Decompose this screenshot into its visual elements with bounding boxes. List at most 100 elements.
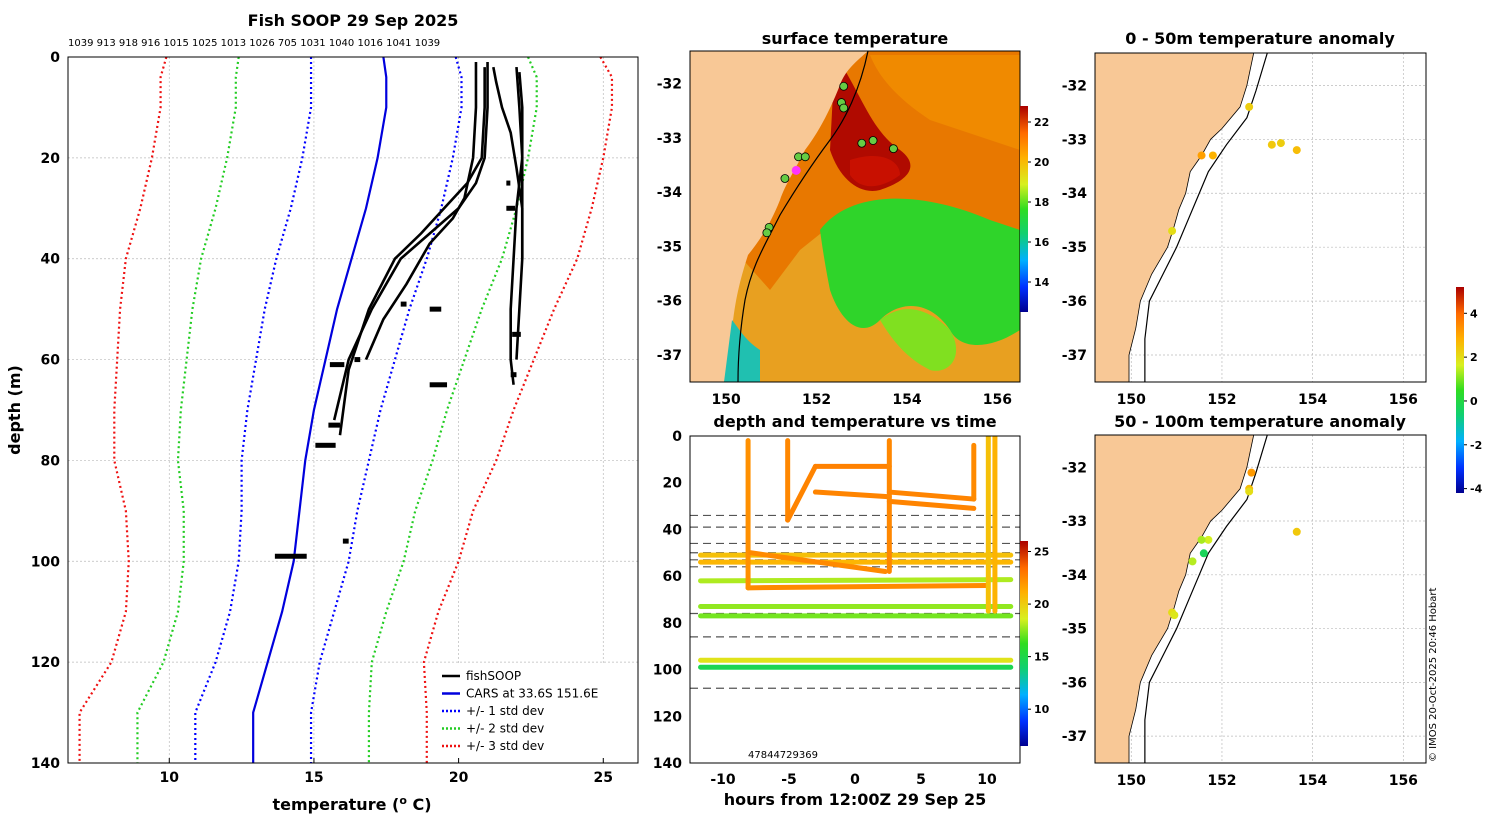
timeseries-xlabel: hours from 12:00Z 29 Sep 25	[724, 790, 986, 809]
anomaly-0-50-panel: 0 - 50m temperature anomaly 150 152 154 156…	[1062, 29, 1427, 408]
y-tick-label: -35	[657, 239, 682, 255]
profile-ticks: 10 15 20 25 0 20 40 60 80 100 120 140	[31, 50, 613, 786]
station-marker	[868, 136, 878, 145]
anomaly-colorbar-ticks: -4 -2 0 2 4	[1464, 307, 1483, 496]
anomaly-point	[1168, 226, 1177, 235]
y-tick-label: -34	[1062, 568, 1088, 584]
station-marker	[839, 81, 849, 91]
sst-warm-core	[830, 55, 911, 191]
y-tick-label: -36	[657, 294, 682, 310]
fishsoop-cluster	[506, 180, 511, 186]
x-tick-label: -10	[710, 772, 736, 788]
profile-frame	[67, 56, 639, 764]
y-tick-label: -35	[1062, 240, 1087, 256]
fishsoop-cast	[492, 66, 524, 360]
anomaly-50-100-frame	[1094, 434, 1427, 764]
y-tick-label: 40	[41, 252, 61, 268]
anomaly-point	[1188, 557, 1197, 566]
anomaly-0-50-ticks: 150 152 154 156 -32 -33 -34 -35 -36 -37	[1062, 78, 1418, 408]
fishsoop-cast	[509, 72, 524, 385]
timeseries-title: depth and temperature vs time	[713, 412, 996, 431]
y-tick-label: -37	[1062, 348, 1087, 364]
fishsoop-cluster	[400, 301, 407, 307]
anomaly-point	[1292, 527, 1301, 536]
colorbar-label: 18	[1034, 196, 1049, 209]
sst-stations	[762, 81, 898, 238]
anomaly-50-100-ticks: 150 152 154 156 -32 -33 -34 -35 -36 -37	[1062, 460, 1418, 789]
legend-label: +/- 1 std dev	[466, 704, 544, 718]
colorbar-label: -4	[1470, 483, 1483, 496]
colorbar-label: 16	[1034, 236, 1050, 249]
y-tick-label: 80	[663, 616, 683, 632]
profile-top-ids: 1039 913 918 916 1015 1025 1013 1026 705…	[68, 38, 440, 49]
anomaly-point	[1208, 151, 1217, 160]
legend-label: fishSOOP	[466, 669, 521, 683]
anomaly-point	[1245, 487, 1254, 496]
x-tick-label: 156	[1389, 773, 1418, 789]
timeseries-annotation: 47844729369	[748, 750, 818, 761]
colorbar-label: 0	[1470, 395, 1478, 408]
y-tick-label: 20	[41, 151, 61, 167]
x-tick-label: 10	[977, 772, 997, 788]
station-marker	[780, 174, 790, 183]
y-tick-label: 100	[653, 663, 682, 679]
anomaly-0-50-points	[1168, 102, 1301, 235]
y-tick-label: -32	[1062, 460, 1087, 476]
fishsoop-cluster	[429, 306, 442, 312]
y-tick-label: -36	[1062, 294, 1087, 310]
colorbar-label: 2	[1470, 351, 1478, 364]
y-tick-label: 140	[31, 756, 60, 772]
station-marker	[800, 152, 810, 162]
fishsoop-cluster	[315, 442, 336, 448]
y-tick-label: 120	[653, 709, 682, 725]
y-tick-label: -33	[657, 131, 682, 147]
y-tick-label: -33	[1062, 132, 1087, 148]
station-marker	[889, 144, 898, 154]
depth-track	[745, 582, 989, 591]
x-tick-label: 15	[304, 770, 323, 786]
std-3-line	[422, 57, 614, 763]
anomaly-point	[1276, 139, 1285, 148]
y-tick-label: -33	[1062, 514, 1087, 530]
std-2-line	[367, 57, 538, 763]
sst-colorbar	[1020, 106, 1028, 312]
y-tick-label: 80	[41, 453, 61, 469]
fishsoop-cast	[364, 62, 478, 361]
x-tick-label: 0	[850, 772, 860, 788]
colorbar-label: 4	[1470, 307, 1478, 320]
copyright-text: © IMOS 20-Oct-2025 20:46 Hobart	[1428, 587, 1439, 762]
colorbar-label: 22	[1034, 116, 1049, 129]
std-3-line	[78, 57, 168, 763]
x-tick-label: 154	[892, 392, 921, 408]
fishsoop-cluster	[506, 205, 516, 211]
sst-isobath	[737, 51, 869, 382]
anomaly-point	[1245, 102, 1254, 111]
y-tick-label: -37	[657, 348, 682, 364]
colorbar-label: -2	[1470, 439, 1482, 452]
current-station-marker	[791, 165, 801, 175]
x-tick-label: 154	[1298, 392, 1327, 408]
fishsoop-cluster	[510, 372, 517, 378]
legend-label: +/- 2 std dev	[466, 722, 544, 736]
profile-title: Fish SOOP 29 Sep 2025	[248, 11, 459, 30]
x-tick-label: 25	[594, 770, 613, 786]
std-2-line	[136, 57, 240, 763]
sst-title: surface temperature	[762, 29, 949, 48]
colorbar-label: 10	[1034, 703, 1050, 716]
y-tick-label: 100	[31, 554, 60, 570]
sst-cool-eddy	[820, 198, 1020, 345]
anomaly-point	[1170, 611, 1179, 620]
y-tick-label: 0	[50, 50, 60, 66]
timeseries-tracks	[698, 436, 1014, 670]
std-1-line	[194, 57, 313, 763]
fishsoop-cluster	[512, 331, 521, 337]
y-tick-label: -37	[1062, 729, 1087, 745]
x-tick-label: 10	[160, 770, 180, 786]
y-tick-label: 60	[663, 569, 683, 585]
profile-panel: Fish SOOP 29 Sep 2025 1039 913 918 916 1…	[5, 11, 639, 814]
anomaly-point	[1199, 549, 1208, 558]
x-tick-label: 152	[802, 392, 831, 408]
y-tick-label: 60	[41, 353, 61, 369]
